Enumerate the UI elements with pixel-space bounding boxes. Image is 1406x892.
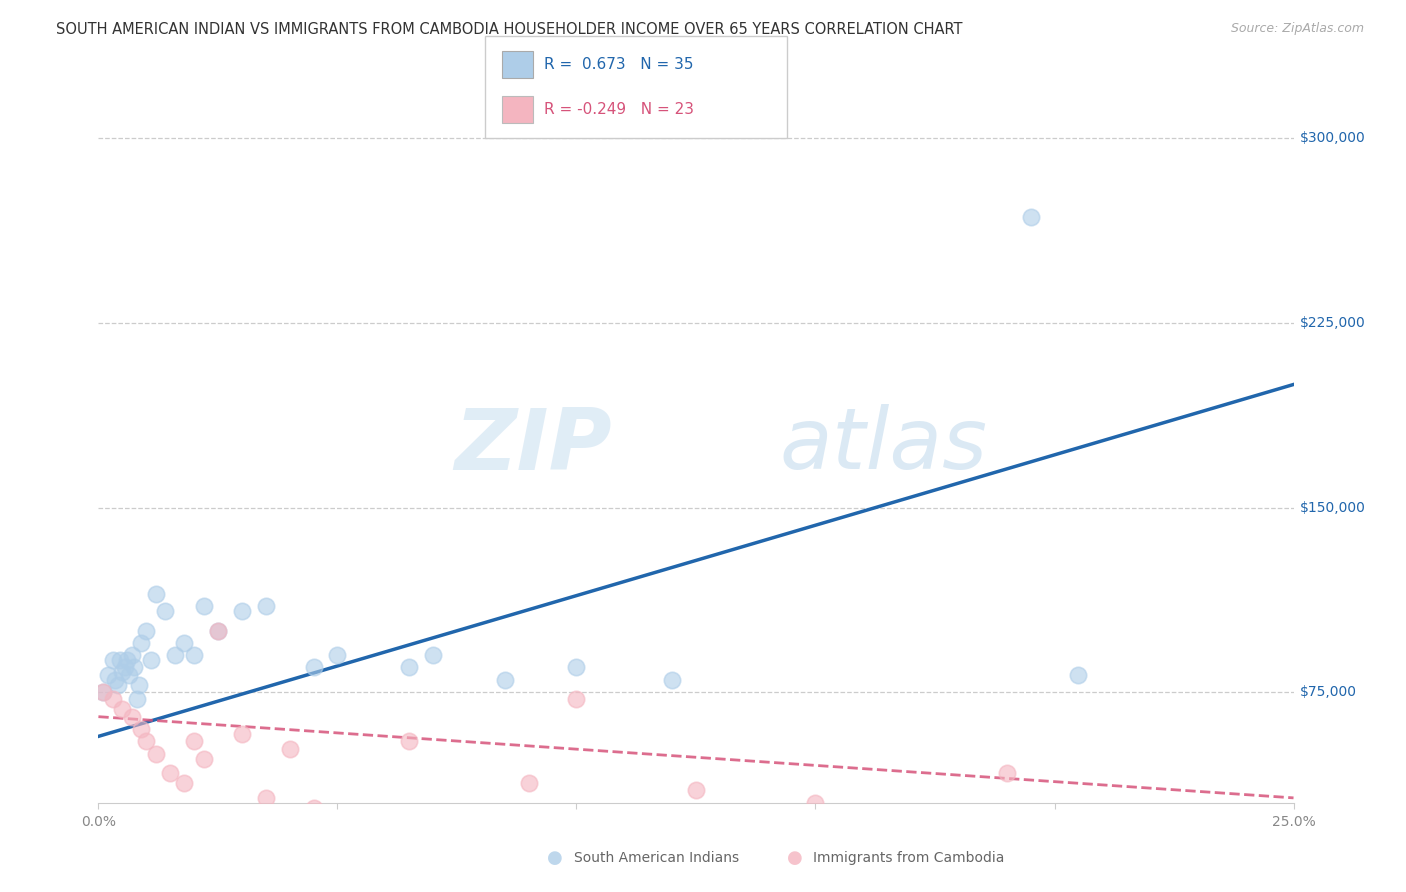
Text: $75,000: $75,000 [1299,685,1357,699]
Point [111,702,134,716]
Point [107,678,129,692]
Text: ●: ● [547,849,564,867]
Point [145,587,167,601]
Point [124,660,146,674]
Point [91,685,114,699]
Text: Source: ZipAtlas.com: Source: ZipAtlas.com [1230,22,1364,36]
Text: SOUTH AMERICAN INDIAN VS IMMIGRANTS FROM CAMBODIA HOUSEHOLDER INCOME OVER 65 YEA: SOUTH AMERICAN INDIAN VS IMMIGRANTS FROM… [56,22,963,37]
Point [128,678,150,692]
Point [114,660,136,674]
Point [565,660,588,674]
Point [173,776,195,790]
Point [121,709,143,723]
Point [1019,210,1042,224]
Point [1067,668,1090,682]
Point [104,673,127,687]
Point [278,741,301,756]
Point [121,648,143,662]
Point [422,648,444,662]
Point [101,692,124,706]
Point [101,653,124,667]
Point [115,653,138,667]
Point [302,801,325,815]
Point [302,660,325,674]
Point [231,604,253,618]
Point [131,722,153,736]
Point [91,685,114,699]
Text: South American Indians: South American Indians [574,851,738,865]
Point [145,747,167,761]
Text: R = -0.249   N = 23: R = -0.249 N = 23 [544,102,695,117]
Text: Immigrants from Cambodia: Immigrants from Cambodia [813,851,1004,865]
Point [254,599,277,613]
Point [254,790,277,805]
Point [207,624,229,638]
Point [131,636,153,650]
Point [398,734,420,748]
Point [207,624,229,638]
Point [118,668,141,682]
Text: ZIP: ZIP [454,404,612,488]
Point [685,783,707,797]
Text: atlas: atlas [779,404,987,488]
Point [159,766,181,780]
Text: $300,000: $300,000 [1299,131,1365,145]
Point [163,648,186,662]
Point [155,604,177,618]
Point [111,665,134,680]
Point [398,660,420,674]
Point [494,673,516,687]
Point [804,796,827,810]
Point [517,776,540,790]
Point [565,692,588,706]
Point [183,734,205,748]
Point [193,751,215,765]
Text: ●: ● [786,849,803,867]
Point [125,692,148,706]
Point [183,648,205,662]
Point [995,766,1018,780]
Text: R =  0.673   N = 35: R = 0.673 N = 35 [544,57,693,72]
Point [97,668,120,682]
Text: $225,000: $225,000 [1299,316,1365,330]
Point [108,653,131,667]
Point [139,653,162,667]
Point [661,673,683,687]
Point [193,599,215,613]
Point [350,808,373,822]
Point [135,624,157,638]
Point [135,734,157,748]
Point [173,636,195,650]
Point [326,648,349,662]
Point [231,727,253,741]
Text: $150,000: $150,000 [1299,500,1365,515]
